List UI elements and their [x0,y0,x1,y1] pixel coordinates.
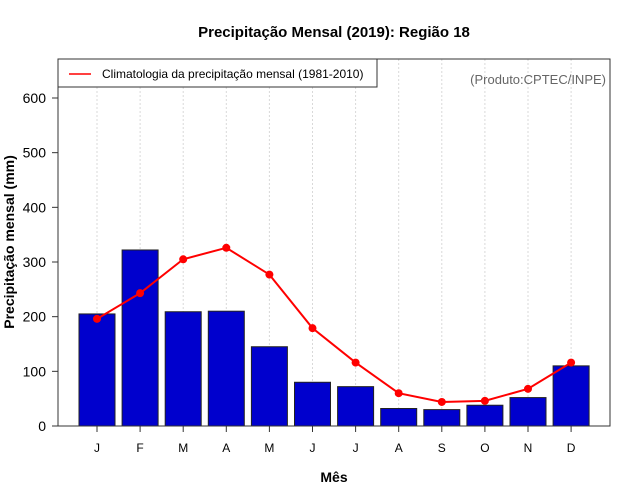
bar-0 [78,313,116,427]
x-tick-label-11: D [567,441,576,455]
climatology-point-8 [437,397,446,406]
climatology-point-4 [265,270,274,279]
bar-6 [337,386,375,427]
bar-8 [423,409,461,427]
bars [78,249,590,427]
x-tick-label-10: N [524,441,533,455]
x-tick-label-7: A [395,441,403,455]
y-tick-label-5: 500 [23,145,47,161]
x-tick-label-2: M [178,441,188,455]
climatology-line [93,243,576,406]
y-tick-label-1: 100 [23,363,47,379]
x-tick-label-4: M [264,441,274,455]
climatology-point-3 [222,243,231,252]
climatology-point-1 [136,289,145,298]
x-tick-label-1: F [136,441,143,455]
legend-entry-climatology: Climatologia da precipitação mensal (198… [102,67,363,81]
y-axis: 0 100 200 300 400 500 600 [23,90,59,434]
bar-1 [121,249,159,427]
y-tick-label-2: 200 [23,309,47,325]
climatology-point-6 [351,358,360,367]
bar-7 [380,408,418,427]
climatology-point-2 [179,255,188,264]
climatology-point-5 [308,324,317,333]
climatology-point-9 [480,396,489,405]
bar-2 [164,311,202,427]
x-tick-label-5: J [310,441,316,455]
x-tick-label-9: O [480,441,489,455]
bar-5 [294,381,331,427]
y-tick-label-6: 600 [23,90,47,106]
y-axis-label: Precipitação mensal (mm) [1,155,17,329]
y-tick-label-3: 300 [23,254,47,270]
y-tick-label-0: 0 [38,418,46,434]
x-axis-label: Mês [320,469,347,485]
x-tick-label-3: A [222,441,230,455]
legend-box [57,58,378,88]
bar-10 [509,397,547,427]
climatology-polyline [96,246,572,403]
climatology-point-11 [567,358,576,367]
climatology-point-7 [394,389,403,398]
bar-4 [250,346,288,427]
legend: Climatologia da precipitação mensal (198… [57,58,378,88]
climatology-point-10 [524,384,532,393]
credit-annotation: (Produto:CPTEC/INPE) [470,72,606,87]
chart-title: Precipitação Mensal (2019): Região 18 [198,24,470,41]
bar-11 [552,365,590,427]
bar-9 [466,404,504,427]
bar-3 [207,310,245,427]
x-tick-label-0: J [94,441,100,455]
x-tick-label-8: S [438,441,446,455]
x-tick-label-6: J [353,441,359,455]
y-tick-label-4: 400 [23,199,47,215]
climatology-point-0 [93,314,101,323]
